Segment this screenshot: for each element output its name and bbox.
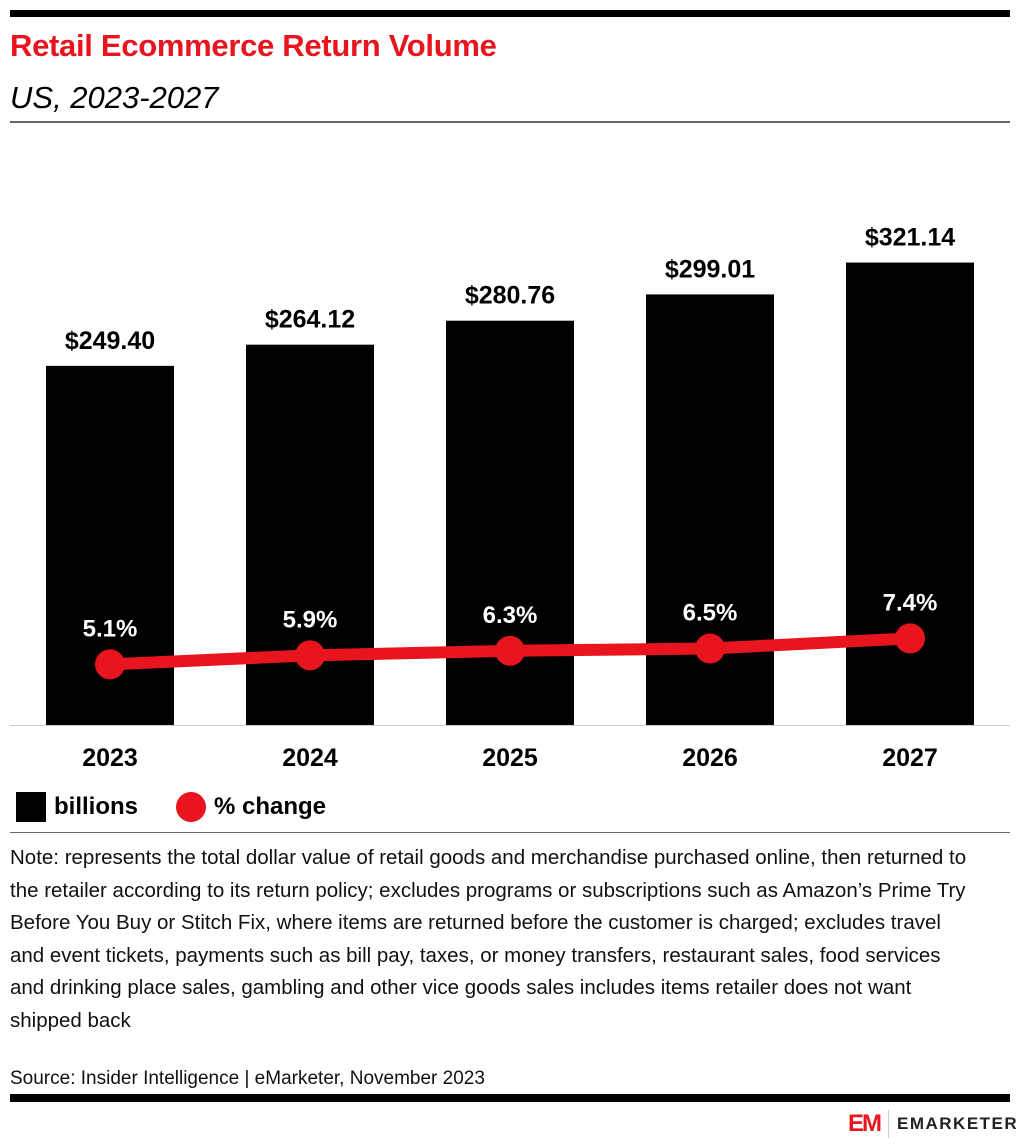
chart-title: Retail Ecommerce Return Volume [10,28,497,63]
line-value-label: 6.5% [683,600,738,627]
line-value-label: 6.3% [483,602,538,629]
x-tick-label: 2026 [682,744,738,772]
bar-value-label: $299.01 [665,255,755,283]
line-value-label: 7.4% [883,589,938,616]
chart-plot: $249.40 2023 $264.12 2024 $280.76 2025 $299.01… [10,224,1010,772]
legend-line-swatch [176,792,206,822]
legend: billions % change [16,792,326,822]
x-tick-label: 2027 [882,744,938,772]
x-tick-label: 2023 [82,744,138,772]
line-point [95,649,125,680]
bar-value-label: $321.14 [865,224,955,252]
x-tick-label: 2025 [482,744,538,772]
divider [10,121,1010,123]
emarketer-logo: EM EMARKETER [848,1110,1018,1138]
logo-text: EMARKETER [897,1114,1019,1133]
bottom-bar [10,1094,1010,1102]
top-bar [10,10,1010,17]
line-point [495,635,525,666]
chart-subtitle: US, 2023-2027 [10,80,219,115]
legend-bar-label: billions [54,793,138,820]
bar-value-label: $249.40 [65,327,155,355]
legend-bar-swatch [16,792,46,822]
line-point [895,623,925,654]
line-value-label: 5.9% [283,606,338,633]
x-tick-label: 2024 [282,744,338,772]
bar-value-label: $280.76 [465,282,555,310]
bar-value-label: $264.12 [265,306,355,334]
line-point [295,640,325,671]
line-point [695,633,725,664]
note: Note: represents the total dollar value … [10,846,967,1032]
source: Source: Insider Intelligence | eMarketer… [10,1068,485,1089]
logo-mark: EM [848,1110,889,1138]
bar [846,262,974,725]
legend-line-label: % change [214,793,327,820]
divider [10,832,1010,833]
line-value-label: 5.1% [83,615,138,642]
